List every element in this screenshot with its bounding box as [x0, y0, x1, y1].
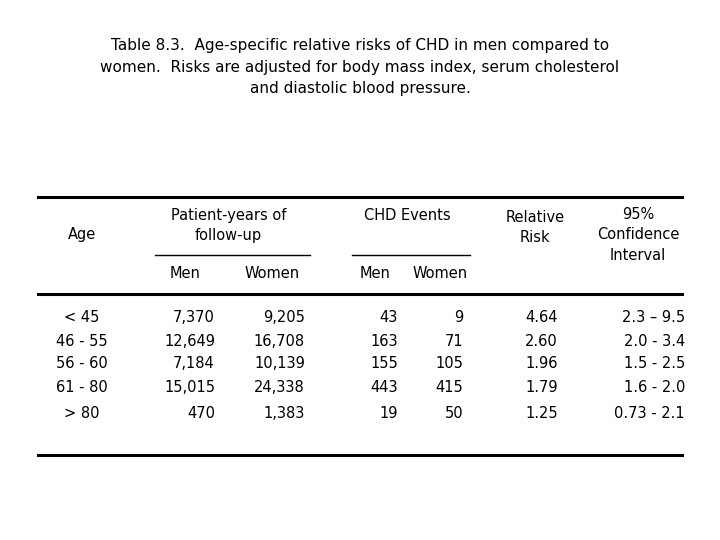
- Text: 1.79: 1.79: [526, 380, 558, 395]
- Text: 12,649: 12,649: [164, 334, 215, 348]
- Text: 9: 9: [454, 310, 463, 326]
- Text: 470: 470: [187, 406, 215, 421]
- Text: CHD Events: CHD Events: [364, 208, 451, 223]
- Text: 1.6 - 2.0: 1.6 - 2.0: [624, 380, 685, 395]
- Text: 43: 43: [379, 310, 398, 326]
- Text: 1,383: 1,383: [264, 406, 305, 421]
- Text: 15,015: 15,015: [164, 380, 215, 395]
- Text: Women: Women: [244, 266, 300, 280]
- Text: 4.64: 4.64: [526, 310, 558, 326]
- Text: 56 - 60: 56 - 60: [56, 355, 108, 370]
- Text: 71: 71: [444, 334, 463, 348]
- Text: 46 - 55: 46 - 55: [56, 334, 108, 348]
- Text: 1.96: 1.96: [526, 355, 558, 370]
- Text: 2.0 - 3.4: 2.0 - 3.4: [624, 334, 685, 348]
- Text: 95%
Confidence
Interval: 95% Confidence Interval: [597, 207, 679, 263]
- Text: 105: 105: [435, 355, 463, 370]
- Text: Women: Women: [413, 266, 467, 280]
- Text: 10,139: 10,139: [254, 355, 305, 370]
- Text: 443: 443: [370, 380, 398, 395]
- Text: 155: 155: [370, 355, 398, 370]
- Text: > 80: > 80: [64, 406, 100, 421]
- Text: 24,338: 24,338: [254, 380, 305, 395]
- Text: 163: 163: [370, 334, 398, 348]
- Text: < 45: < 45: [64, 310, 99, 326]
- Text: 19: 19: [379, 406, 398, 421]
- Text: Table 8.3.  Age-specific relative risks of CHD in men compared to
women.  Risks : Table 8.3. Age-specific relative risks o…: [100, 38, 620, 96]
- Text: Men: Men: [359, 266, 390, 280]
- Text: Men: Men: [170, 266, 200, 280]
- Text: 7,370: 7,370: [173, 310, 215, 326]
- Text: 9,205: 9,205: [263, 310, 305, 326]
- Text: 16,708: 16,708: [254, 334, 305, 348]
- Text: 1.25: 1.25: [526, 406, 558, 421]
- Text: 2.60: 2.60: [526, 334, 558, 348]
- Text: Age: Age: [68, 227, 96, 242]
- Text: Relative
Risk: Relative Risk: [505, 210, 564, 245]
- Text: Patient-years of
follow-up: Patient-years of follow-up: [171, 208, 286, 244]
- Text: 1.5 - 2.5: 1.5 - 2.5: [624, 355, 685, 370]
- Text: 0.73 - 2.1: 0.73 - 2.1: [614, 406, 685, 421]
- Text: 415: 415: [436, 380, 463, 395]
- Text: 7,184: 7,184: [174, 355, 215, 370]
- Text: 2.3 – 9.5: 2.3 – 9.5: [622, 310, 685, 326]
- Text: 61 - 80: 61 - 80: [56, 380, 108, 395]
- Text: 50: 50: [444, 406, 463, 421]
